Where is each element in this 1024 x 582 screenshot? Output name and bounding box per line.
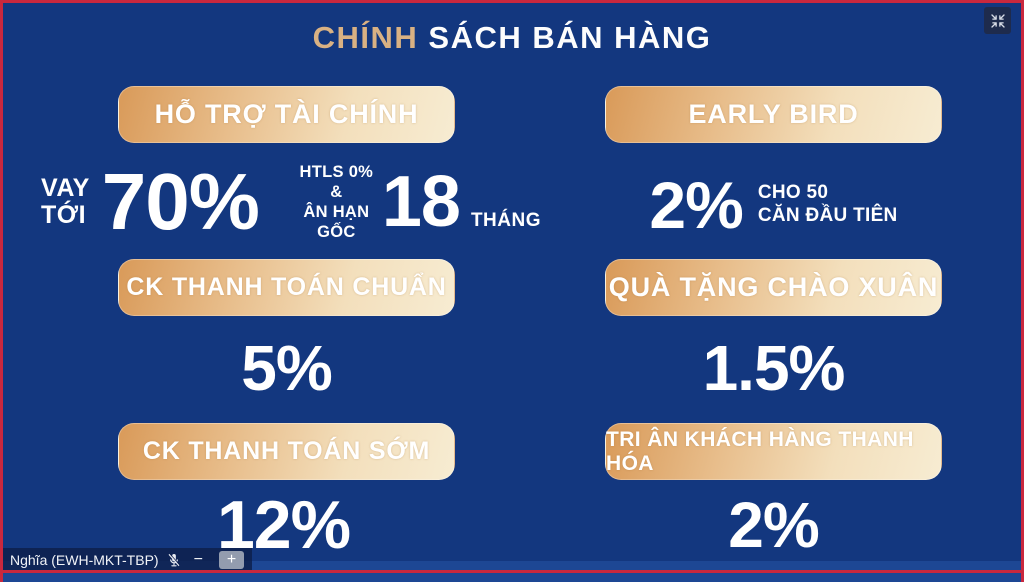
loan-prefix-line1: VAY bbox=[41, 173, 90, 202]
badge-finance-support-label: HỖ TRỢ TÀI CHÍNH bbox=[154, 99, 419, 129]
badge-finance-support: HỖ TRỢ TÀI CHÍNH bbox=[118, 86, 455, 143]
slide-title: CHÍNH SÁCH BÁN HÀNG bbox=[3, 20, 1021, 56]
standard-discount-percent: 5% bbox=[241, 332, 333, 404]
presenter-overlay-bar: Nghĩa (EWH-MKT-TBP) − + bbox=[3, 548, 253, 570]
early-payment-percent: 12% bbox=[216, 487, 351, 563]
badge-thanh-hoa-loyalty: TRI ÂN KHÁCH HÀNG THANH HÓA bbox=[605, 423, 942, 480]
loan-note-line2: ÂN HẠN GỐC bbox=[303, 203, 370, 242]
early-bird-note: CHO 50 CĂN ĐẦU TIÊN bbox=[758, 182, 898, 228]
spring-gift-percent: 1.5% bbox=[702, 332, 846, 404]
badge-standard-payment-discount: CK THANH TOÁN CHUẨN bbox=[118, 259, 455, 316]
slide: CHÍNH SÁCH BÁN HÀNG HỖ TRỢ TÀI CHÍNH VAY… bbox=[3, 3, 1021, 570]
badge-early-payment-discount: CK THANH TOÁN SỚM bbox=[118, 423, 455, 480]
zoom-out-button[interactable]: − bbox=[189, 551, 208, 569]
early-bird-note-line2: CĂN ĐẦU TIÊN bbox=[757, 205, 898, 226]
loyalty-percent: 2% bbox=[728, 489, 820, 561]
badge-spring-gift-label: QUÀ TẶNG CHÀO XUÂN bbox=[608, 272, 939, 302]
slide-title-rest: SÁCH BÁN HÀNG bbox=[428, 20, 712, 55]
collapse-button[interactable] bbox=[984, 7, 1011, 34]
badge-early-bird-label: EARLY BIRD bbox=[688, 99, 859, 129]
badge-early-payment-discount-label: CK THANH TOÁN SỚM bbox=[142, 437, 431, 465]
zoom-in-button[interactable]: + bbox=[218, 550, 245, 569]
loan-note: HTLS 0% & ÂN HẠN GỐC bbox=[293, 162, 380, 243]
early-bird-row: 2% CHO 50 CĂN ĐẦU TIÊN bbox=[605, 165, 942, 245]
presenter-name-label: Nghĩa (EWH-MKT-TBP) bbox=[10, 551, 159, 568]
loan-prefix-line2: TỚI bbox=[41, 201, 87, 229]
bottom-strip bbox=[3, 561, 1021, 570]
grace-months-unit: THÁNG bbox=[470, 210, 541, 231]
badge-early-bird: EARLY BIRD bbox=[605, 86, 942, 143]
loan-prefix: VAY TỚI bbox=[41, 173, 90, 230]
early-bird-note-line1: CHO 50 bbox=[757, 182, 829, 204]
badge-standard-payment-discount-label: CK THANH TOÁN CHUẨN bbox=[126, 273, 447, 301]
shared-slide-region: CHÍNH SÁCH BÁN HÀNG HỖ TRỢ TÀI CHÍNH VAY… bbox=[3, 0, 1021, 573]
microphone-muted-icon bbox=[168, 552, 180, 566]
loan-percent-value: 70% bbox=[101, 157, 260, 246]
badge-spring-gift: QUÀ TẶNG CHÀO XUÂN bbox=[605, 259, 942, 316]
early-bird-percent: 2% bbox=[649, 168, 743, 242]
slide-title-accent: CHÍNH bbox=[312, 20, 419, 55]
badge-thanh-hoa-loyalty-label: TRI ÂN KHÁCH HÀNG THANH HÓA bbox=[606, 427, 914, 475]
collapse-icon bbox=[990, 13, 1005, 28]
loan-note-line1: HTLS 0% & bbox=[299, 162, 374, 201]
loan-terms-row: VAY TỚI 70% HTLS 0% & ÂN HẠN GỐC 18 THÁN… bbox=[41, 156, 541, 248]
grace-months-value: 18 bbox=[381, 162, 461, 242]
